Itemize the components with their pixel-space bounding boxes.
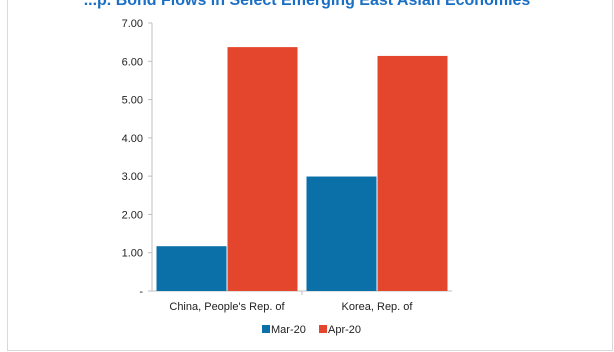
y-tick-label: 7.00 (122, 18, 143, 30)
legend-label: Mar-20 (271, 324, 306, 336)
legend-swatch (262, 325, 270, 333)
axes: - 1.00 2.00 3.00 4.00 5.00 6.00 7.00 (122, 18, 452, 298)
bar (227, 47, 298, 292)
legend-swatch (319, 325, 327, 333)
y-tick-label: 6.00 (122, 56, 143, 68)
bar (377, 55, 448, 291)
chart-frame (7, 0, 613, 351)
bars (156, 47, 448, 292)
bar (156, 246, 227, 291)
y-tick-label: 5.00 (122, 95, 143, 107)
chart-title-area: ...p. Bond Flows in Select Emerging East… (0, 0, 614, 28)
x-tick-label: China, People's Rep. of (169, 301, 285, 313)
y-tick-label: - (139, 286, 143, 298)
x-axis-labels: China, People's Rep. of Korea, Rep. of (169, 301, 413, 313)
y-tick-label: 3.00 (122, 171, 143, 183)
y-tick-label: 1.00 (122, 248, 143, 260)
legend: Mar-20 Apr-20 (262, 324, 361, 336)
chart-title: ...p. Bond Flows in Select Emerging East… (83, 0, 531, 9)
legend-label: Apr-20 (328, 324, 361, 336)
y-tick-label: 2.00 (122, 209, 143, 221)
y-tick-label: 4.00 (122, 133, 143, 145)
x-tick-label: Korea, Rep. of (342, 301, 414, 313)
bar (306, 176, 377, 291)
